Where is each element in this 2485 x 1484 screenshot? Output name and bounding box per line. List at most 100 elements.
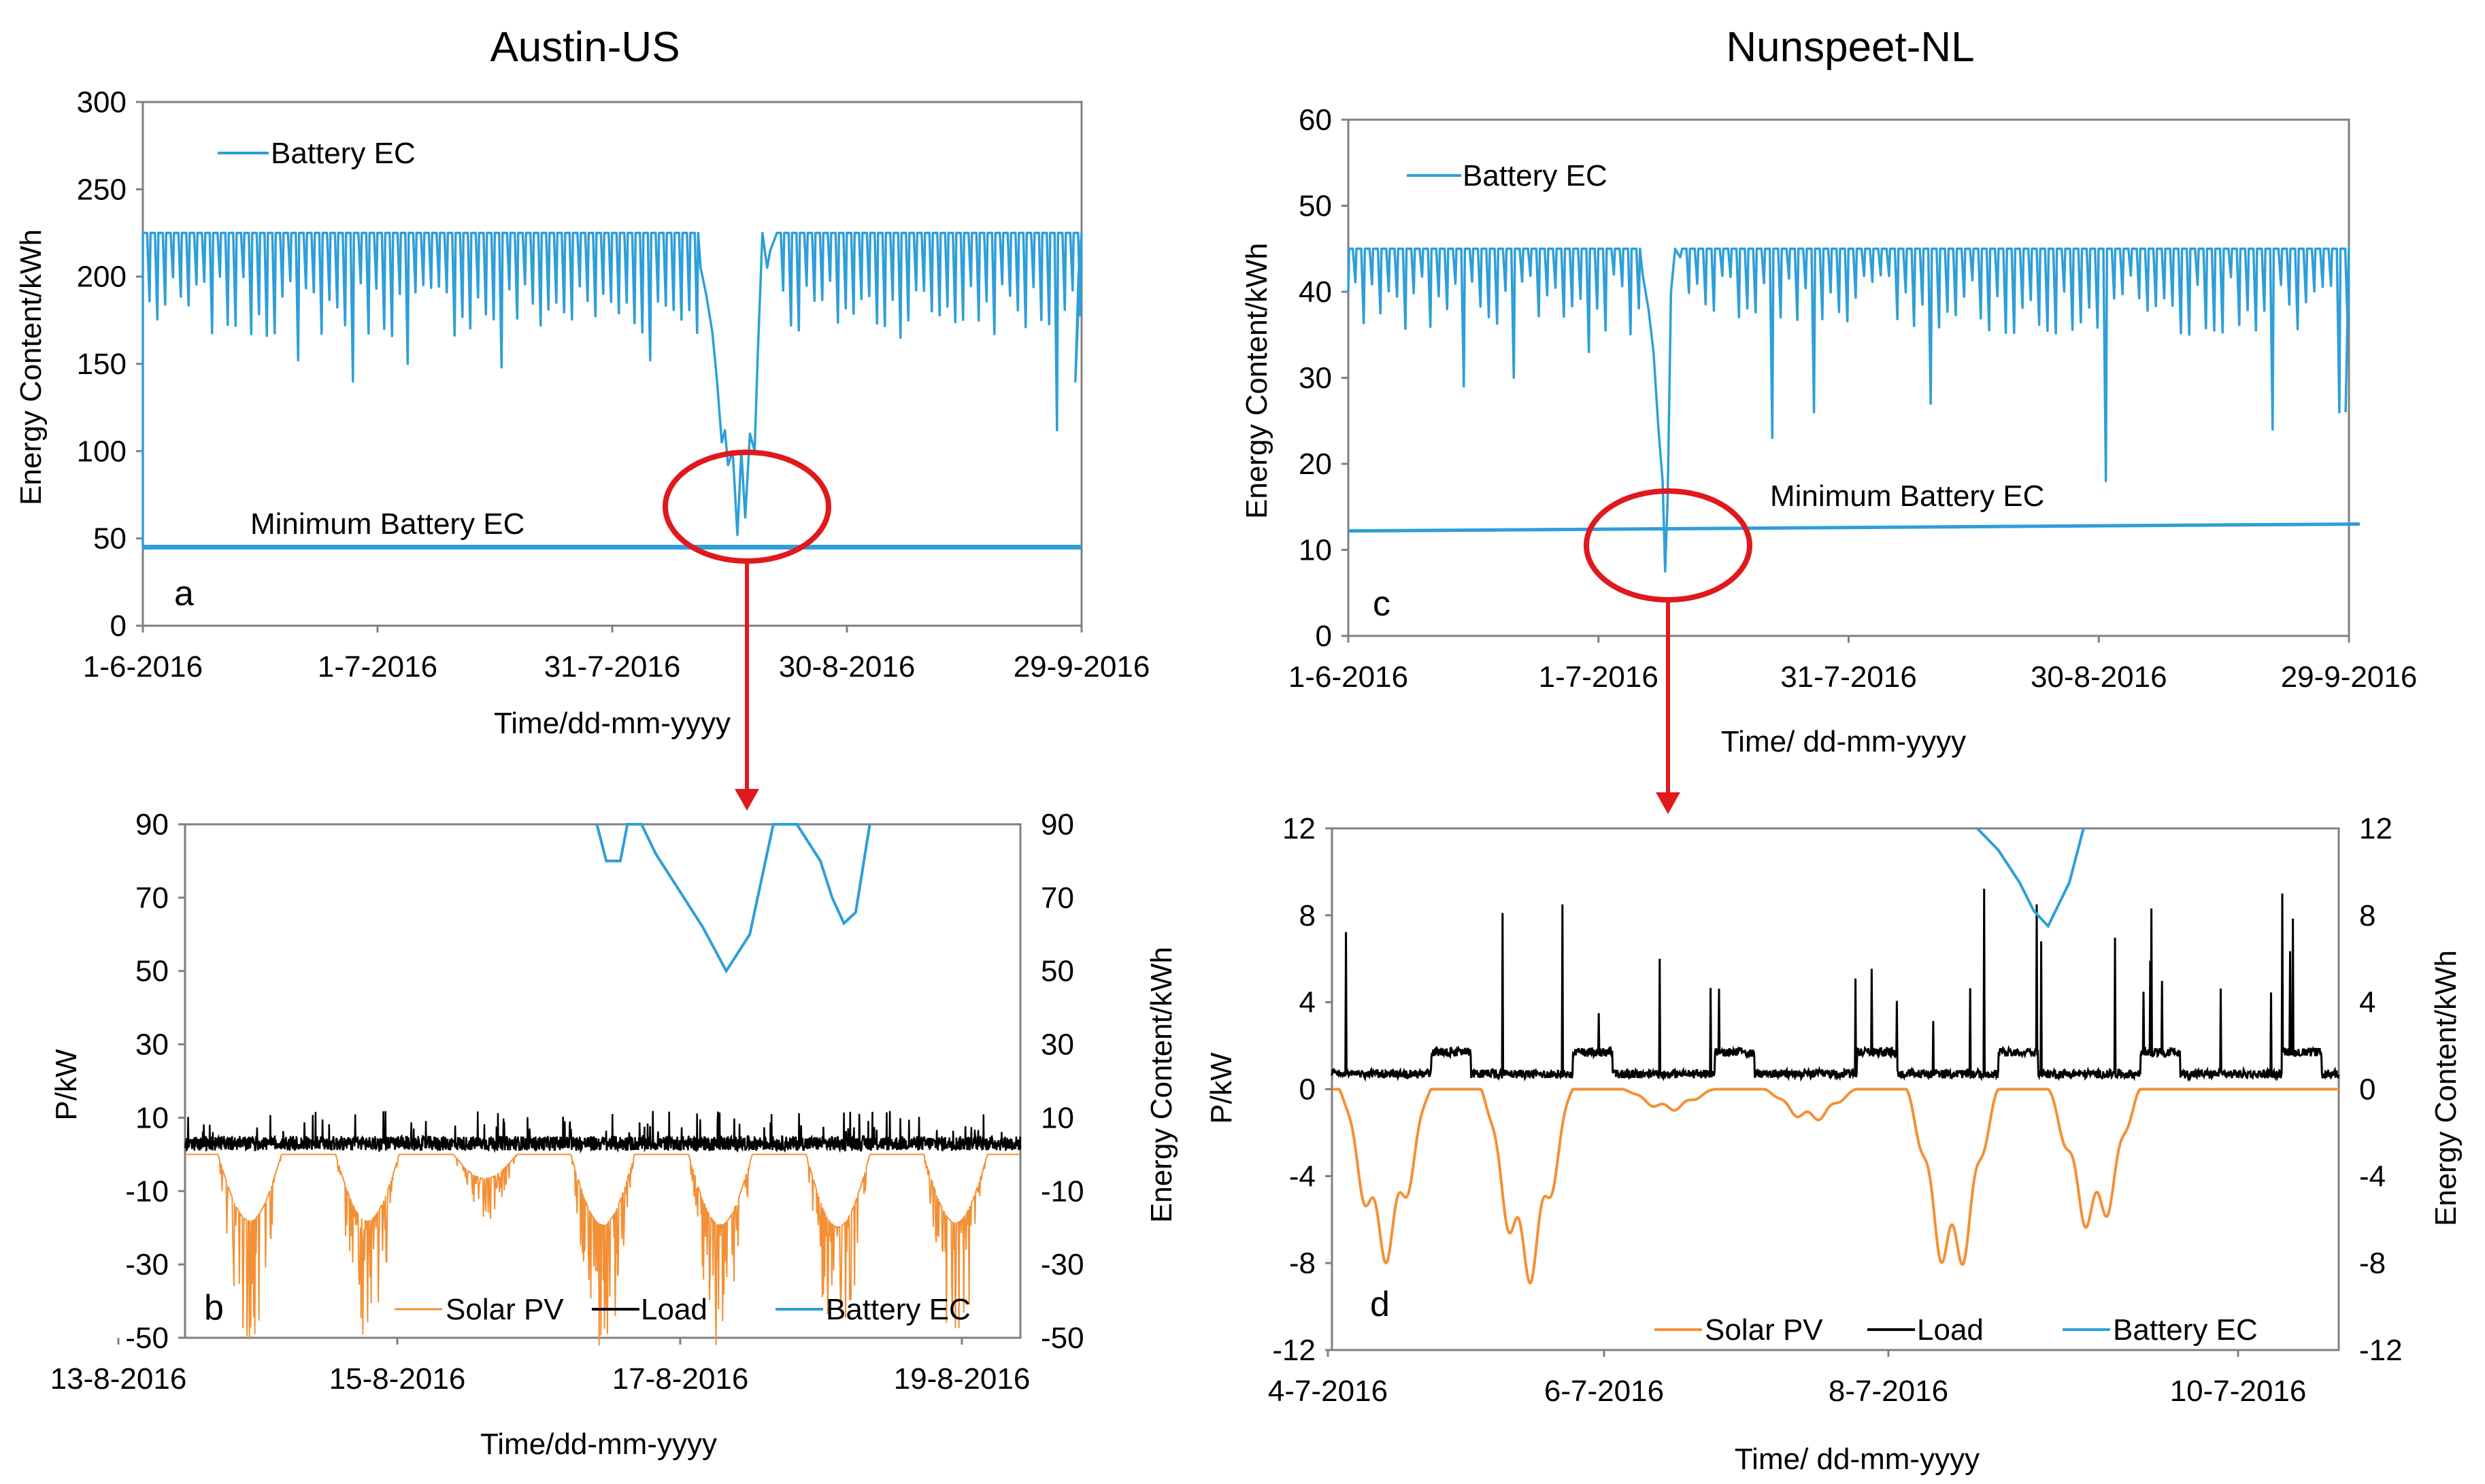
panel-c-chart: 0 10 20 30 40 50 60 1-6-2016 1-7-2016 31-7-2016 30… <box>1240 103 2417 758</box>
y2-tick-label: -8 <box>2359 1247 2386 1280</box>
solar-pv-line <box>185 1153 1020 1346</box>
x-tick-label: 30-8-2016 <box>2031 660 2167 694</box>
y2-axis-label: Energy Content/kWh <box>1145 947 1178 1223</box>
y-tick-label: 10 <box>135 1101 169 1134</box>
solar-pv-line <box>1332 1087 2339 1285</box>
panel-a-chart: 0 50 100 150 200 250 300 1-6-2016 1-7-2016 31-7-2… <box>14 86 1150 740</box>
x-tick-label: 30-8-2016 <box>779 650 916 684</box>
y-axis-label: P/kW <box>50 1049 83 1121</box>
y-axis-label: Energy Content/kWh <box>14 229 48 505</box>
y-tick-label: 300 <box>77 86 127 119</box>
x-tick-label: 15-8-2016 <box>329 1362 466 1396</box>
y-tick-label: 50 <box>93 522 127 556</box>
plot-frame <box>1347 118 2350 637</box>
y-tick-label: 8 <box>1299 899 1316 932</box>
panel-b-chart: -50 -50 -30 -30 -10 -10 10 10 30 30 50 50 70 70 90 90 13… <box>50 808 1178 1461</box>
y-tick-label: 0 <box>1316 620 1332 653</box>
legend-battery-label: Battery EC <box>2113 1313 2258 1347</box>
y2-tick-label: -50 <box>1041 1321 1084 1355</box>
min-ec-annotation: Minimum Battery EC <box>1770 479 2044 513</box>
x-tick-label: 10-7-2016 <box>2170 1375 2307 1408</box>
y2-tick-label: -30 <box>1041 1248 1084 1281</box>
y-tick-label: 100 <box>77 435 127 468</box>
legend-battery-label: Battery EC <box>271 137 416 170</box>
minimum-battery-ec-line <box>1348 522 2361 533</box>
y2-tick-label: 0 <box>2359 1073 2375 1107</box>
legend-load-label: Load <box>641 1293 707 1326</box>
y2-tick-label: -12 <box>2359 1334 2403 1367</box>
panel-label: a <box>174 574 194 613</box>
y-tick-label: -4 <box>1289 1160 1316 1193</box>
y-axis-label: Energy Content/kWh <box>1240 243 1273 519</box>
y-axis-label: P/kW <box>1205 1052 1238 1124</box>
y2-tick-label: 70 <box>1041 881 1074 915</box>
y-tick-label: 250 <box>77 173 127 206</box>
min-ec-annotation: Minimum Battery EC <box>250 507 524 541</box>
y-tick-label: 90 <box>135 808 169 841</box>
plot-frame <box>184 823 1022 1339</box>
y2-axis-label: Energy Content/kWh <box>2429 950 2463 1226</box>
legend-battery-label: Battery EC <box>1463 159 1607 192</box>
x-tick-label: 8-7-2016 <box>1829 1375 1948 1408</box>
legend-solar-label: Solar PV <box>446 1293 564 1326</box>
panel-d-chart: -12 -12 -8 -8 -4 -4 0 0 4 4 8 8 12 12 4-7-2016 6-7-2016… <box>1205 812 2463 1476</box>
legend-battery-label: Battery EC <box>826 1293 971 1326</box>
x-tick-label: 6-7-2016 <box>1544 1375 1664 1408</box>
y-tick-label: 12 <box>1282 812 1316 845</box>
y-tick-label: 0 <box>110 609 127 643</box>
battery-ec-line <box>1976 827 2085 929</box>
y-tick-label: 30 <box>1299 362 1332 395</box>
y2-tick-label: -4 <box>2359 1160 2386 1193</box>
x-tick-label: 1-6-2016 <box>1288 660 1408 694</box>
panel-label: d <box>1370 1285 1390 1324</box>
battery-ec-line <box>1347 248 2350 573</box>
y2-tick-label: 90 <box>1041 808 1074 841</box>
y-tick-label: 0 <box>1299 1073 1316 1107</box>
y2-tick-label: -10 <box>1041 1175 1084 1208</box>
load-line <box>1331 888 2340 1082</box>
x-tick-label: 1-7-2016 <box>318 650 437 684</box>
y2-tick-label: 50 <box>1041 955 1074 988</box>
y-tick-label: -30 <box>125 1248 169 1281</box>
y2-tick-label: 12 <box>2359 812 2392 845</box>
x-tick-label: 19-8-2016 <box>894 1362 1031 1396</box>
x-tick-label: 29-9-2016 <box>2281 660 2418 694</box>
x-tick-label: 13-8-2016 <box>50 1362 187 1396</box>
y-tick-label: 50 <box>1299 190 1332 223</box>
y2-tick-label: 4 <box>2359 986 2375 1019</box>
load-line <box>184 1111 1022 1154</box>
y-tick-label: 4 <box>1299 986 1316 1019</box>
legend-load-label: Load <box>1917 1313 1984 1347</box>
y-tick-label: 20 <box>1299 448 1332 481</box>
legend-solar-label: Solar PV <box>1705 1313 1823 1347</box>
y-tick-label: -8 <box>1289 1247 1316 1280</box>
panel-label: c <box>1373 584 1390 624</box>
highlights <box>663 450 1752 814</box>
y2-tick-label: 30 <box>1041 1028 1074 1062</box>
x-tick-label: 4-7-2016 <box>1268 1375 1388 1408</box>
x-tick-label: 31-7-2016 <box>1780 660 1917 694</box>
y2-tick-label: 10 <box>1041 1101 1074 1134</box>
highlight-arrowhead-a <box>735 789 759 811</box>
x-axis-label: Time/ dd-mm-yyyy <box>1735 1443 1980 1476</box>
y2-tick-label: 8 <box>2359 899 2375 932</box>
y-tick-label: 10 <box>1299 534 1332 567</box>
y-tick-label: -50 <box>125 1321 169 1355</box>
highlight-arrowhead-c <box>1656 792 1680 814</box>
left-title: Austin-US <box>490 24 680 71</box>
y-tick-label: 70 <box>135 881 169 915</box>
right-title: Nunspeet-NL <box>1726 24 1974 71</box>
x-axis-label: Time/ dd-mm-yyyy <box>1721 725 1966 758</box>
y-tick-label: -10 <box>125 1175 169 1208</box>
y-tick-label: 150 <box>77 348 127 381</box>
x-tick-label: 1-7-2016 <box>1539 660 1658 694</box>
x-tick-label: 1-6-2016 <box>83 650 203 684</box>
x-tick-label: 31-7-2016 <box>544 650 681 684</box>
y-tick-label: 50 <box>135 955 169 988</box>
y-tick-label: 40 <box>1299 275 1332 309</box>
y-tick-label: -12 <box>1272 1334 1316 1367</box>
panel-label: b <box>204 1288 224 1328</box>
battery-ec-line <box>141 231 1083 547</box>
y-tick-label: 60 <box>1299 103 1332 137</box>
